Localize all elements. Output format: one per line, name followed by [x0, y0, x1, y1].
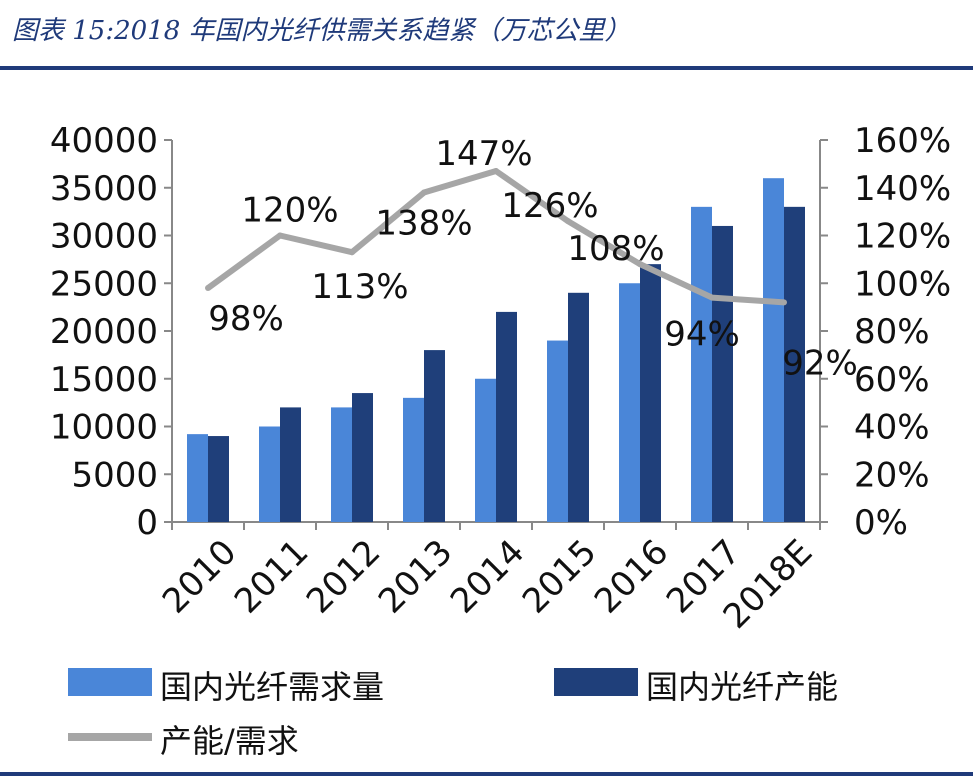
x-tick-label: 2011 [227, 532, 316, 621]
bar-capacity [424, 350, 445, 522]
x-tick-label: 2012 [299, 532, 388, 621]
y-left-tick-label: 25000 [50, 264, 158, 304]
ratio-data-label: 138% [375, 204, 472, 244]
bar-capacity [784, 206, 805, 522]
chart-title: 图表 15:2018 年国内光纤供需关系趋紧（万芯公里） [12, 16, 631, 46]
bar-series [187, 178, 805, 522]
ratio-point [205, 285, 211, 292]
ratio-data-label: 120% [241, 191, 338, 231]
x-tick-label: 2010 [155, 532, 244, 621]
x-tick-label: 2014 [443, 532, 532, 621]
bar-capacity [712, 225, 733, 522]
x-tick-label: 2013 [371, 532, 460, 621]
ratio-data-label: 108% [567, 229, 664, 269]
line-series [205, 168, 787, 306]
y-left-tick-label: 40000 [50, 121, 158, 161]
ratio-data-label: 92% [782, 343, 858, 383]
y-right-tick-label: 120% [854, 217, 951, 257]
bar-demand [619, 283, 640, 522]
bar-demand [403, 397, 424, 522]
y-right-tick-label: 60% [854, 360, 930, 400]
y-left-tick-label: 10000 [50, 408, 158, 448]
y-left-tick-label: 5000 [71, 455, 158, 495]
bar-demand [187, 434, 208, 522]
ratio-data-label: 147% [435, 134, 532, 174]
y-left-tick-label: 35000 [50, 169, 158, 209]
bar-capacity [208, 436, 229, 522]
bar-demand [547, 340, 568, 522]
bar-demand [475, 378, 496, 522]
bar-demand [691, 206, 712, 522]
legend-label-ratio: 产能/需求 [160, 722, 299, 760]
y-left-tick-label: 20000 [50, 312, 158, 352]
bar-capacity [496, 311, 517, 522]
ratio-point [565, 218, 571, 225]
ratio-data-label: 126% [501, 186, 598, 226]
y-left-tick-label: 0 [136, 503, 158, 543]
y-right-tick-label: 40% [854, 408, 930, 448]
y-right-tick-label: 160% [854, 121, 951, 161]
ratio-data-label: 94% [664, 315, 740, 355]
bar-capacity [352, 393, 373, 522]
legend-swatch-demand [68, 668, 152, 696]
y-right-tick-label: 0% [854, 503, 908, 543]
y-right-tick-label: 100% [854, 264, 951, 304]
y-right-tick-label: 140% [854, 169, 951, 209]
bar-capacity [568, 292, 589, 522]
legend-label-capacity: 国内光纤产能 [646, 668, 839, 706]
bar-demand [331, 407, 352, 522]
bottom-divider [0, 772, 973, 776]
ratio-data-label: 113% [311, 267, 408, 307]
data-labels: 98% 120% 113% 138% 147% 126%108% 94% 92% [208, 134, 858, 383]
ratio-point [637, 261, 643, 268]
x-tick-label: 2016 [587, 532, 676, 621]
y-right-tick-label: 80% [854, 312, 930, 352]
y-right-tick-label: 20% [854, 455, 930, 495]
ratio-point [781, 299, 787, 306]
ratio-data-label: 98% [208, 299, 284, 339]
ratio-point [709, 294, 715, 301]
y-left-tick-label: 30000 [50, 217, 158, 257]
ratio-point [277, 232, 283, 239]
title-divider [0, 66, 973, 70]
ratio-point [493, 168, 499, 175]
legend-swatch-ratio [68, 733, 152, 741]
bar-demand [763, 178, 784, 522]
legend-label-demand: 国内光纤需求量 [160, 668, 385, 706]
ratio-point [421, 189, 427, 196]
bar-capacity [640, 264, 661, 522]
legend-swatch-capacity [554, 668, 638, 696]
ratio-point [349, 249, 355, 256]
bar-capacity [280, 407, 301, 522]
x-tick-label: 2015 [515, 532, 604, 621]
y-left-tick-label: 15000 [50, 360, 158, 400]
bar-demand [259, 426, 280, 522]
